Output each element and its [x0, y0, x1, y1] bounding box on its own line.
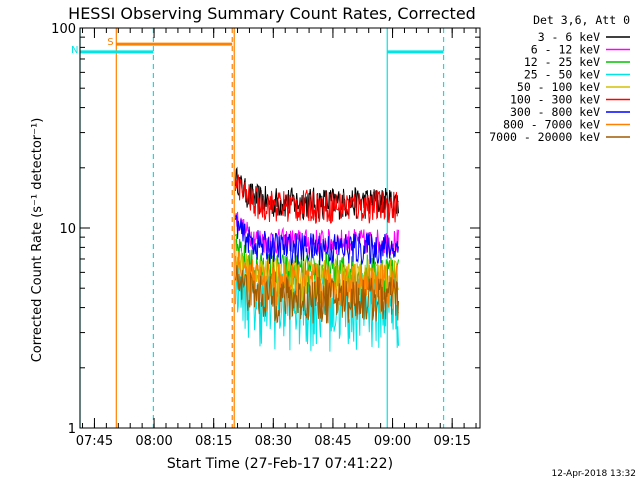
x-tick-label-4: 08:45: [314, 434, 351, 449]
series-line-6: [235, 214, 399, 266]
legend-label-6: 300 - 800 keV: [510, 105, 600, 119]
x-tick-label-0: 07:45: [76, 434, 113, 449]
y-tick-label-2: 100: [51, 22, 76, 37]
chart-title: HESSI Observing Summary Count Rates, Cor…: [68, 4, 476, 23]
series-line-8: [235, 265, 399, 324]
plot-frame: [79, 27, 481, 429]
legend-label-5: 100 - 300 keV: [510, 93, 600, 107]
x-axis-label: Start Time (27-Feb-17 07:41:22): [167, 456, 393, 472]
legend-label-1: 6 - 12 keV: [531, 43, 600, 57]
x-tick-label-6: 09:15: [433, 434, 470, 449]
legend-label-7: 800 - 7000 keV: [503, 118, 600, 132]
legend-label-2: 12 - 25 keV: [524, 55, 600, 69]
legend-label-8: 7000 - 20000 keV: [489, 130, 600, 144]
x-tick-label-1: 08:00: [135, 434, 172, 449]
y-tick-label-1: 10: [59, 222, 76, 237]
legend-title: Det 3,6, Att 0: [533, 13, 630, 27]
x-tick-label-5: 09:00: [374, 434, 411, 449]
flag-label-1: N: [71, 45, 78, 56]
y-tick-label-0: 1: [68, 422, 76, 437]
axes: 1 10 100 07:45 08:00 08:15 08:30 08:45 09:00 09:1…: [51, 22, 481, 449]
plot-area: SN: [71, 28, 445, 428]
footer-date: 12-Apr-2018 13:32: [552, 469, 636, 479]
y-axis-label: Corrected Count Rate (s⁻¹ detector⁻¹): [30, 118, 45, 363]
x-tick-label-2: 08:15: [195, 434, 232, 449]
flag-label-0: S: [107, 37, 113, 48]
legend-label-0: 3 - 6 keV: [538, 30, 600, 44]
legend-label-4: 50 - 100 keV: [517, 80, 600, 94]
x-tick-label-3: 08:30: [255, 434, 292, 449]
series-line-5: [235, 174, 399, 224]
legend-label-3: 25 - 50 keV: [524, 68, 600, 82]
